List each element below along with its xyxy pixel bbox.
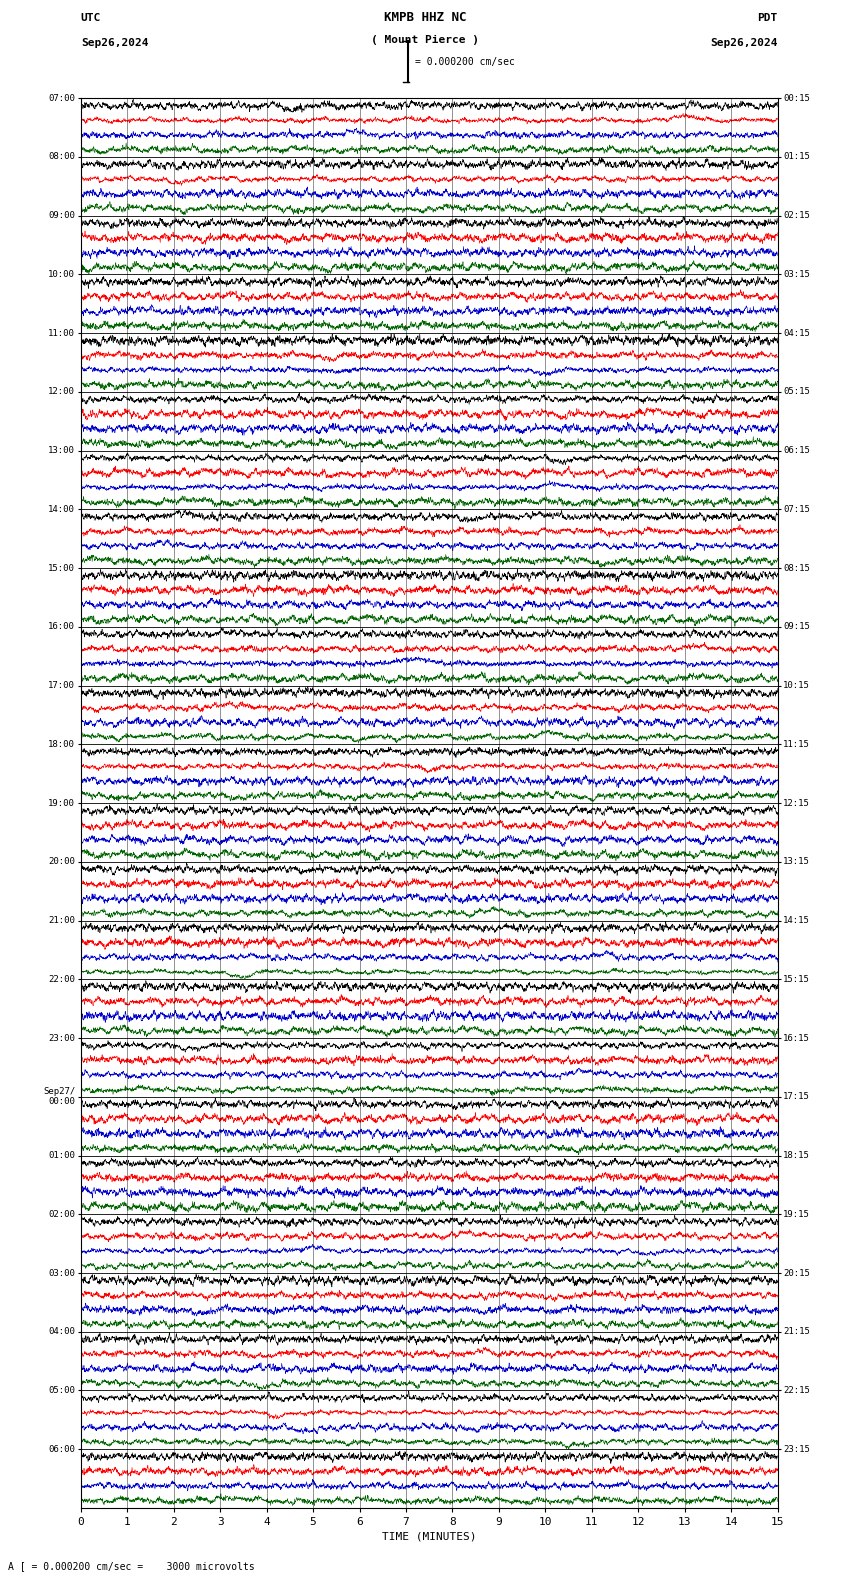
X-axis label: TIME (MINUTES): TIME (MINUTES) <box>382 1532 477 1541</box>
Text: ( Mount Pierce ): ( Mount Pierce ) <box>371 35 479 44</box>
Text: UTC: UTC <box>81 13 101 22</box>
Text: PDT: PDT <box>757 13 778 22</box>
Text: Sep26,2024: Sep26,2024 <box>711 38 778 48</box>
Text: KMPB HHZ NC: KMPB HHZ NC <box>383 11 467 24</box>
Text: Sep26,2024: Sep26,2024 <box>81 38 148 48</box>
Text: = 0.000200 cm/sec: = 0.000200 cm/sec <box>415 57 514 67</box>
Text: A [ = 0.000200 cm/sec =    3000 microvolts: A [ = 0.000200 cm/sec = 3000 microvolts <box>8 1562 255 1571</box>
